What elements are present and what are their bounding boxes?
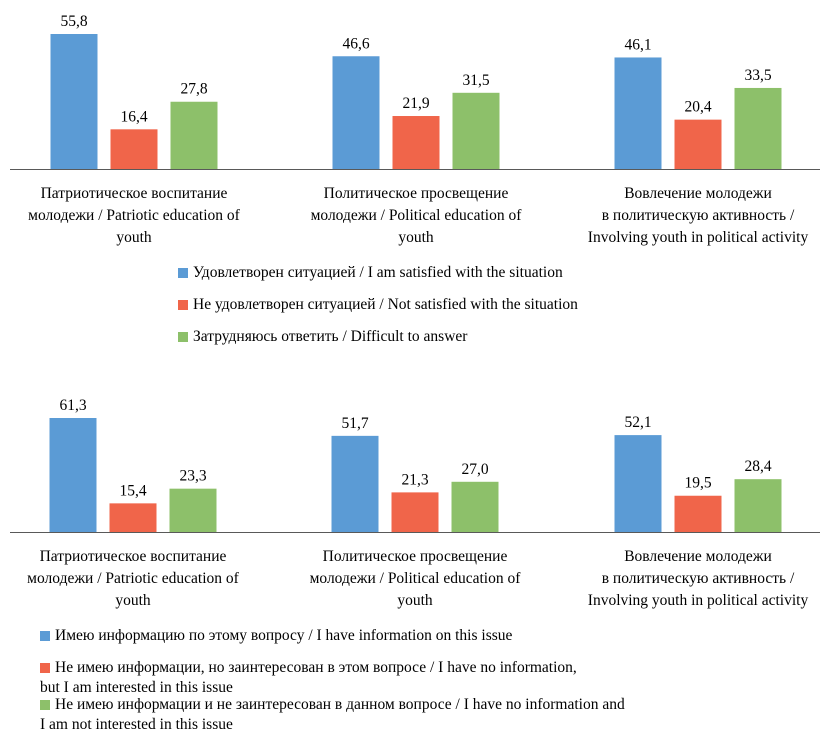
legend-swatch [40, 631, 50, 641]
chart-satisfaction: 55,8 46,6 46,1 16,4 21,9 20,4 27,8 31,5 33,5 Патр… [10, 13, 820, 246]
legend-label: Не имею информации, но заинтересован в э… [55, 659, 577, 676]
bar [50, 34, 98, 169]
bar [734, 479, 782, 532]
data-label: 21,9 [402, 95, 429, 112]
category-label: молодежи / Political education of [310, 570, 522, 587]
category-label: Патриотическое воспитание [41, 185, 228, 202]
category-label: Политическое просвещение [324, 185, 509, 202]
category-label: Вовлечение молодежи [624, 548, 772, 565]
data-label: 31,5 [462, 72, 489, 89]
bar [614, 435, 662, 532]
data-label: 33,5 [744, 67, 771, 84]
data-label: 27,0 [461, 461, 488, 478]
category-label: youth [397, 592, 433, 609]
data-label: 19,5 [684, 475, 711, 492]
bar [391, 492, 439, 532]
data-label: 46,1 [624, 36, 651, 53]
legend-swatch [178, 268, 188, 278]
legend-label: I am not interested in this issue [40, 716, 233, 733]
bar [170, 101, 218, 169]
data-label: 61,3 [59, 397, 86, 414]
data-label: 28,4 [744, 458, 771, 475]
bar [614, 57, 662, 169]
legend-label: Не удовлетворен ситуацией / Not satisfie… [193, 296, 578, 313]
legend-label: Не имею информации и не заинтересован в … [55, 696, 625, 713]
bar [169, 488, 217, 532]
category-label: youth [115, 592, 151, 609]
data-label: 52,1 [624, 414, 651, 431]
legend-swatch [178, 332, 188, 342]
category-label: youth [116, 229, 152, 246]
legend-swatch [40, 700, 50, 710]
legend-label: Затрудняюсь ответить / Difficult to answ… [193, 328, 468, 345]
category-label: молодежи / Patriotic education of [27, 570, 239, 587]
chart-information: 61,3 51,7 52,1 15,4 21,3 19,5 23,3 27,0 28,4 Патр… [10, 397, 820, 609]
legend-label: Имею информацию по этому вопросу / I hav… [55, 627, 513, 644]
legend-label: but I am interested in this issue [40, 679, 233, 696]
bar [734, 87, 782, 169]
category-label: в политическую активность / [602, 207, 795, 224]
data-label: 23,3 [179, 468, 206, 485]
data-label: 46,6 [342, 35, 369, 52]
bar [674, 495, 722, 532]
category-label: Involving youth in political activity [588, 592, 809, 609]
bar [109, 503, 157, 532]
category-label: youth [398, 229, 434, 246]
bar [110, 129, 158, 169]
category-label: Патриотическое воспитание [40, 548, 227, 565]
data-label: 15,4 [119, 482, 146, 499]
bar [331, 435, 379, 532]
data-label: 20,4 [684, 99, 711, 116]
bar [332, 56, 380, 169]
data-label: 21,3 [401, 471, 428, 488]
category-label: молодежи / Patriotic education of [28, 207, 240, 224]
legend-label: Удовлетворен ситуацией / I am satisfied … [193, 264, 563, 281]
data-label: 16,4 [120, 108, 147, 125]
category-label: Политическое просвещение [323, 548, 508, 565]
bar [452, 92, 500, 169]
category-label: молодежи / Political education of [311, 207, 523, 224]
legend-swatch [40, 663, 50, 673]
category-label: в политическую активность / [602, 570, 795, 587]
bar [392, 116, 440, 169]
legend-swatch [178, 300, 188, 310]
data-label: 55,8 [60, 13, 87, 30]
bar [674, 119, 722, 169]
bar [451, 481, 499, 532]
data-label: 27,8 [180, 81, 207, 98]
category-label: Involving youth in political activity [588, 229, 809, 246]
bar [49, 418, 97, 532]
category-label: Вовлечение молодежи [624, 185, 772, 202]
data-label: 51,7 [341, 415, 368, 432]
